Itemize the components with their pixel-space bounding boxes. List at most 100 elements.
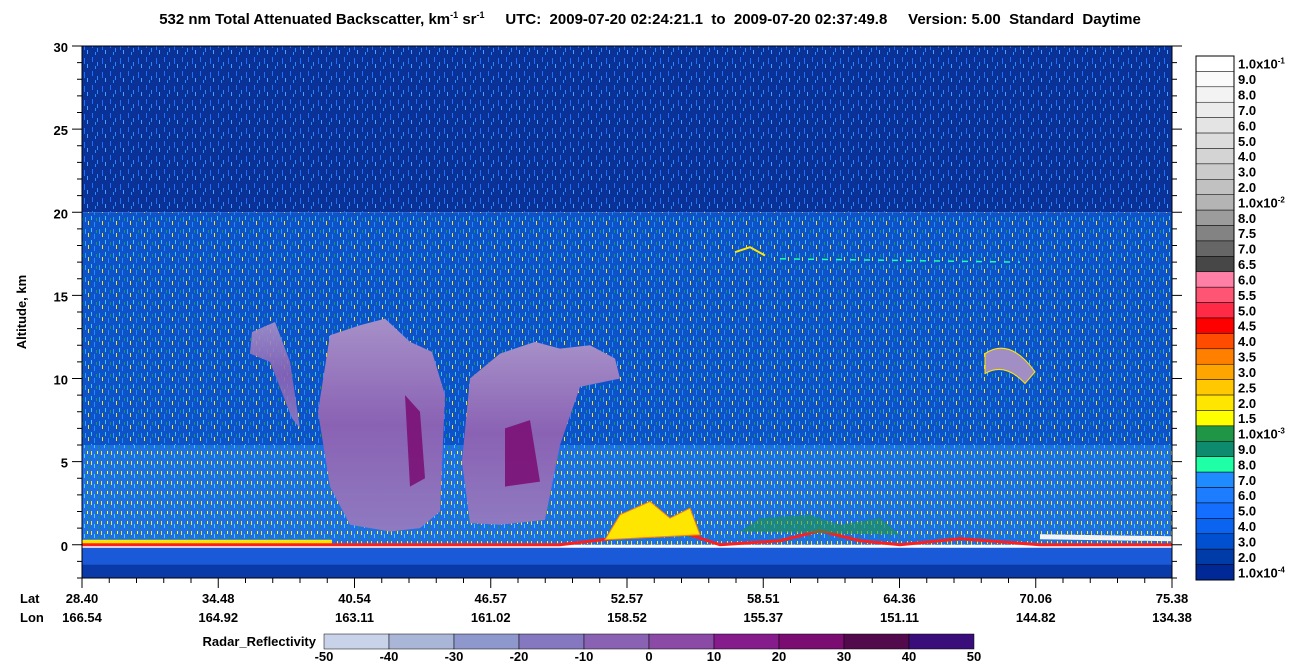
colorbar-label: 4.0	[1238, 519, 1256, 534]
colorbar-swatch	[1195, 71, 1235, 88]
colorbar-label: 5.5	[1238, 288, 1256, 303]
radar-tick-label: 30	[837, 649, 851, 664]
radar-tick-label: -10	[575, 649, 594, 664]
colorbar-swatch	[1195, 410, 1235, 427]
colorbar-label: 8.0	[1238, 88, 1256, 103]
colorbar-label: 4.0	[1238, 149, 1256, 164]
colorbar-swatch	[1195, 225, 1235, 242]
low-cloud-layer	[604, 500, 701, 541]
convective-anvil-edge	[250, 321, 300, 429]
colorbar-label: 3.0	[1238, 365, 1256, 380]
colorbar-label: 6.5	[1238, 257, 1256, 272]
colorbar-swatch	[1195, 132, 1235, 149]
colorbar-label: 3.0	[1238, 165, 1256, 180]
radar-tick-label: 50	[967, 649, 981, 664]
chart-title: 532 nm Total Attenuated Backscatter, km-…	[0, 10, 1300, 28]
title-sr: sr	[458, 11, 477, 28]
lat-tick-label: 46.57	[474, 591, 507, 606]
high-reflectivity-core-1	[405, 395, 425, 487]
radar-tick-label: -50	[315, 649, 334, 664]
colorbar-swatch	[1195, 564, 1235, 581]
title-sr-exponent: -1	[476, 10, 485, 20]
version-label: Version: 5.00	[908, 11, 1001, 28]
radar-swatch	[908, 633, 975, 650]
colorbar-swatch	[1195, 209, 1235, 226]
colorbar-label: 1.0x10-1	[1238, 57, 1285, 72]
colorbar-label: 7.5	[1238, 226, 1256, 241]
title-km-exponent: -1	[450, 10, 459, 20]
colorbar: 1.0x10-19.08.07.06.05.04.03.02.01.0x10-2…	[1195, 55, 1286, 581]
colorbar-swatch	[1195, 271, 1235, 288]
high-reflectivity-core-2	[505, 420, 540, 487]
colorbar-label: 7.0	[1238, 242, 1256, 257]
colorbar-label: 2.0	[1238, 550, 1256, 565]
radar-tick-label: -40	[380, 649, 399, 664]
colorbar-label: 1.5	[1238, 411, 1256, 426]
colorbar-swatch	[1195, 333, 1235, 350]
colorbar-label: 9.0	[1238, 442, 1256, 457]
utc-start: 2009-07-20 02:24:21.1	[549, 11, 703, 28]
colorbar-label: 8.0	[1238, 211, 1256, 226]
colorbar-swatch	[1195, 348, 1235, 365]
y-tick-label: 15	[54, 289, 68, 304]
lat-tick-label: 28.40	[66, 591, 99, 606]
colorbar-label: 8.0	[1238, 457, 1256, 472]
colorbar-label: 6.0	[1238, 488, 1256, 503]
colorbar-swatch	[1195, 441, 1235, 457]
radar-tick-label: 40	[902, 649, 916, 664]
cirrus-streak	[734, 246, 766, 257]
radar-tick-label: 20	[772, 649, 786, 664]
colorbar-label: 5.0	[1238, 303, 1256, 318]
deep-convection-2	[462, 341, 620, 525]
colorbar-swatch	[1195, 502, 1235, 519]
y-tick-label: 10	[54, 373, 68, 388]
colorbar-exponent: -3	[1278, 427, 1286, 436]
lat-tick-label: 58.51	[747, 591, 780, 606]
colorbar-exponent: -1	[1278, 57, 1286, 66]
lat-tick-label: 70.06	[1019, 591, 1052, 606]
radar-swatch	[583, 633, 650, 650]
colorbar-swatch	[1195, 256, 1235, 273]
lon-row-label: Lon	[20, 610, 44, 625]
colorbar-label: 2.0	[1238, 396, 1256, 411]
lon-tick-label: 155.37	[743, 610, 783, 625]
colorbar-label: 4.0	[1238, 334, 1256, 349]
radar-swatch	[453, 633, 520, 650]
radar-swatch	[323, 633, 390, 650]
radar-colorbar: Radar_Reflectivity-50 -40 -30 -20 -10 0 10 20 30…	[203, 633, 981, 664]
colorbar-swatch	[1195, 363, 1235, 380]
colorbar-label: 3.0	[1238, 534, 1256, 549]
radar-swatch	[388, 633, 455, 650]
y-axis: 0 5 10 15 20 25 30 Altitude, km	[14, 40, 1182, 579]
colorbar-label: 2.0	[1238, 180, 1256, 195]
y-axis-label: Altitude, km	[14, 275, 29, 349]
colorbar-swatch	[1195, 163, 1235, 180]
surface-ice-return	[1039, 534, 1173, 542]
y-tick-label: 0	[61, 539, 68, 554]
lon-tick-label: 158.52	[607, 610, 647, 625]
y-tick-label: 25	[54, 123, 68, 138]
y-tick-label: 30	[54, 40, 68, 55]
colorbar-label: 5.0	[1238, 504, 1256, 519]
thin-cirrus-layer	[779, 258, 1021, 263]
lat-tick-label: 40.54	[338, 591, 371, 606]
colorbar-swatch	[1195, 456, 1235, 473]
radar-swatch	[843, 633, 910, 650]
colorbar-swatch	[1195, 471, 1235, 488]
colorbar-swatch	[1195, 425, 1235, 442]
lon-tick-label: 164.92	[198, 610, 238, 625]
colorbar-label: 1.0x10-2	[1238, 195, 1285, 210]
colorbar-swatch	[1195, 86, 1235, 103]
colorbar-frame	[1195, 55, 1235, 581]
mid-level-cloud	[984, 347, 1036, 385]
colorbar-label: 2.5	[1238, 380, 1256, 395]
colorbar-swatch	[1195, 194, 1235, 211]
colorbar-swatch	[1195, 286, 1235, 303]
upper-noise-region	[82, 46, 1172, 213]
colorbar-swatch	[1195, 55, 1235, 72]
lon-tick-label: 161.02	[471, 610, 511, 625]
colorbar-label: 1.0x10-4	[1238, 565, 1285, 580]
colorbar-label: 3.5	[1238, 350, 1256, 365]
lon-tick-label: 134.38	[1152, 610, 1192, 625]
